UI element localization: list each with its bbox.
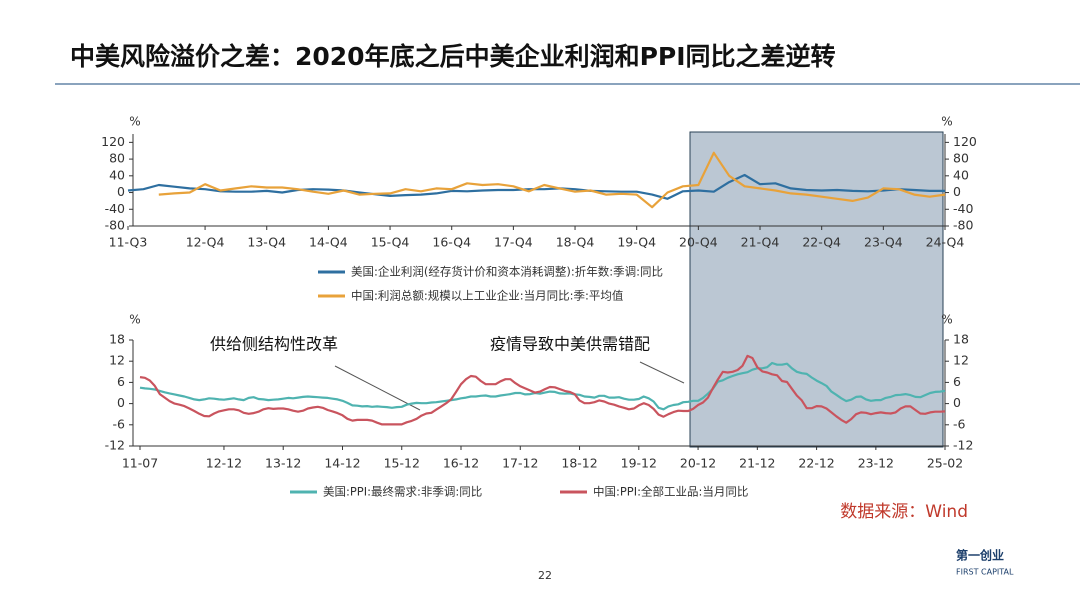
y-tick-label: -12 [105,438,125,453]
logo-name: 第一创业 [956,548,1004,563]
x-tick-label: 15-Q4 [371,235,410,250]
y-tick-label: 6 [117,374,125,389]
legend-label: 美国:PPI:最终需求:非季调:同比 [323,485,482,499]
slide-title: 中美风险溢价之差：2020年底之后中美企业利润和PPI同比之差逆转 [70,42,836,71]
series-line [139,354,946,426]
x-tick-label: 12-Q4 [186,235,225,250]
y-tick-label: 0 [117,184,125,199]
x-tick-label: 16-Q4 [432,235,471,250]
page-number: 22 [538,569,552,582]
y-tick-label: 0 [117,395,125,410]
y2-tick-label: 0 [953,395,961,410]
y2-tick-label: 18 [953,332,969,347]
x-tick-label: 25-02 [927,456,963,471]
x-tick-label: 20-12 [680,456,716,471]
x-tick-label: 11-07 [122,456,158,471]
x-tick-label: 21-12 [739,456,775,471]
series-line [158,151,946,209]
legend-label: 中国:利润总额:规模以上工业企业:当月同比:季:平均值 [351,289,624,303]
source: 数据来源：Wind [840,502,968,522]
x-tick-label: 17-Q4 [494,235,533,250]
y-tick-label: 18 [109,332,125,347]
y-unit: % [129,313,140,327]
x-tick-label: 18-Q4 [556,235,595,250]
y2-tick-label: 120 [953,134,977,149]
y2-unit: % [941,313,952,327]
y-tick-label: -80 [105,218,125,233]
x-tick-label: 20-Q4 [679,235,718,250]
x-tick-label: 19-Q4 [617,235,656,250]
y-tick-label: 120 [101,134,125,149]
y2-tick-label: 12 [953,353,969,368]
series-line [139,361,946,411]
y2-tick-label: -40 [953,201,973,216]
annotation-arrow [334,365,421,411]
annotation: 供给侧结构性改革 [210,335,338,354]
y2-tick-label: 6 [953,374,961,389]
x-tick-label: 13-12 [265,456,301,471]
legend-label: 中国:PPI:全部工业品:当月同比 [593,485,748,499]
y2-tick-label: 0 [953,184,961,199]
y-tick-label: -6 [113,416,126,431]
x-tick-label: 11-Q3 [109,235,148,250]
x-tick-label: 24-Q4 [926,235,965,250]
annotation-arrow [639,361,685,384]
x-tick-label: 21-Q4 [741,235,780,250]
x-tick-label: 15-12 [384,456,420,471]
x-tick-label: 17-12 [502,456,538,471]
y2-tick-label: 80 [953,151,969,166]
x-tick-label: 14-12 [324,456,360,471]
y-tick-label: 12 [109,353,125,368]
annotation: 疫情导致中美供需错配 [490,335,650,354]
x-tick-label: 13-Q4 [247,235,286,250]
x-tick-label: 18-12 [561,456,597,471]
x-tick-label: 19-12 [621,456,657,471]
x-tick-label: 12-12 [206,456,242,471]
y2-tick-label: 40 [953,167,969,182]
x-tick-label: 23-12 [858,456,894,471]
y-tick-label: 40 [109,167,125,182]
y-tick-label: 80 [109,151,125,166]
x-tick-label: 22-Q4 [802,235,841,250]
y-tick-label: -40 [105,201,125,216]
y2-unit: % [941,115,952,129]
y2-tick-label: -6 [953,416,966,431]
x-tick-label: 16-12 [443,456,479,471]
y2-tick-label: -80 [953,218,973,233]
logo-english: FIRST CAPITAL [956,568,1014,577]
x-tick-label: 22-12 [798,456,834,471]
highlight-region [689,131,944,448]
y-unit: % [129,115,140,129]
y2-tick-label: -12 [953,438,973,453]
x-tick-label: 14-Q4 [309,235,348,250]
legend-label: 美国:企业利润(经存货计价和资本消耗调整):折年数:季调:同比 [351,265,663,279]
x-tick-label: 23-Q4 [864,235,903,250]
